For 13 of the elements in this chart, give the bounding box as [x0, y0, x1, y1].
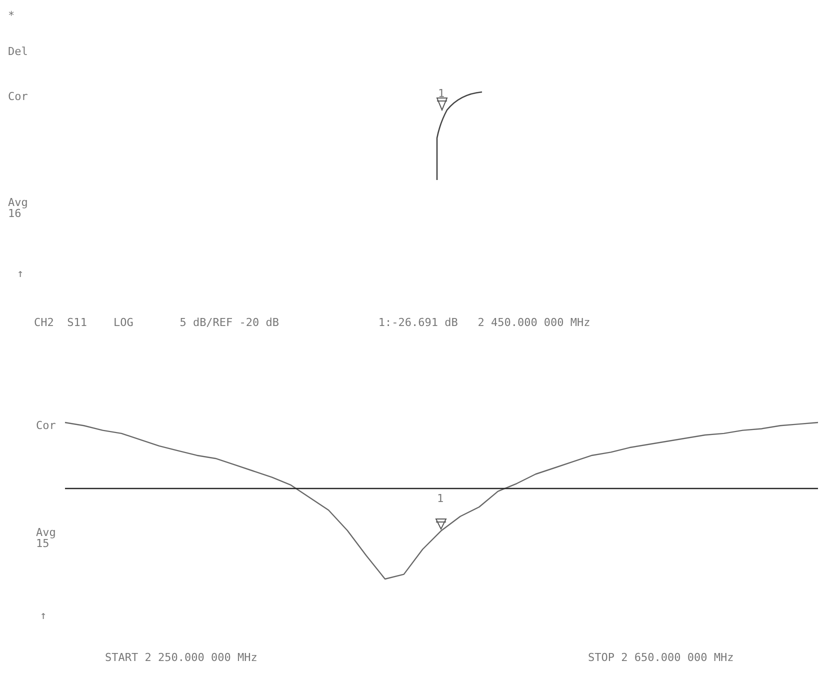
text: Avg 16 [8, 196, 28, 220]
text: ↑ [40, 609, 47, 622]
text: 1 [438, 87, 445, 100]
text: STOP 2 650.000 000 MHz [588, 651, 734, 664]
text: START 2 250.000 000 MHz [105, 651, 258, 664]
chart-title: CH2 S11 LOG 5 dB/REF -20 dB 1:-26.691 dB 2 450.000 000 MHz [34, 316, 590, 329]
text: Cor [8, 90, 28, 103]
text: Avg 15 [36, 526, 56, 550]
annotation: 1 [437, 492, 444, 505]
text: ↑ [17, 267, 24, 280]
text: * [8, 9, 15, 22]
text: Del [8, 45, 28, 58]
text: Cor [36, 419, 56, 432]
